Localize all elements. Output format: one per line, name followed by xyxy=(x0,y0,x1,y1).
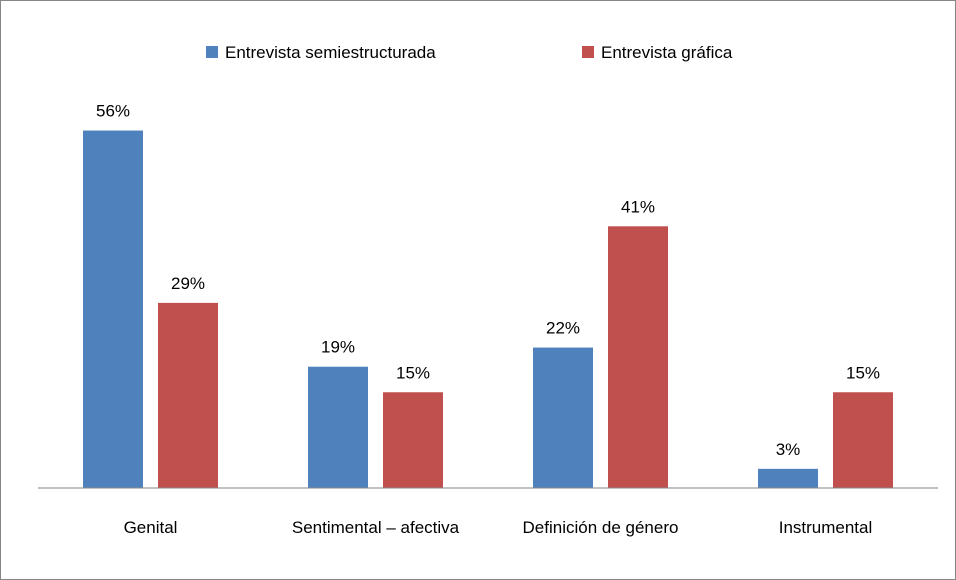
data-label: 19% xyxy=(321,338,355,357)
data-label: 41% xyxy=(621,197,655,216)
data-label: 29% xyxy=(171,274,205,293)
x-tick-label: Instrumental xyxy=(779,518,873,537)
data-label: 15% xyxy=(396,363,430,382)
data-label: 3% xyxy=(776,440,801,459)
legend-swatch xyxy=(206,46,218,58)
bar xyxy=(383,392,443,488)
bar xyxy=(758,468,818,488)
bar xyxy=(533,347,593,488)
legend-label: Entrevista gráfica xyxy=(601,43,733,62)
bar xyxy=(83,130,143,489)
bar xyxy=(608,226,668,489)
bar xyxy=(308,366,368,488)
x-tick-label: Genital xyxy=(124,518,178,537)
data-label: 56% xyxy=(96,102,130,121)
bar xyxy=(158,302,218,488)
data-label: 22% xyxy=(546,319,580,338)
x-tick-label: Definición de género xyxy=(523,518,679,537)
bar xyxy=(833,392,893,488)
legend-label: Entrevista semiestructurada xyxy=(225,43,436,62)
data-label: 15% xyxy=(846,363,880,382)
legend-swatch xyxy=(582,46,594,58)
x-tick-label: Sentimental – afectiva xyxy=(292,518,460,537)
